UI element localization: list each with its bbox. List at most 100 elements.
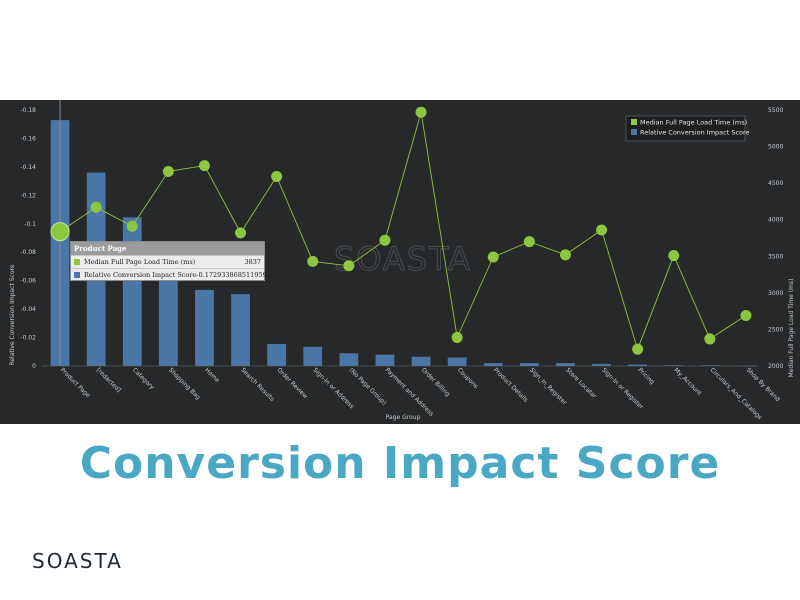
bar[interactable] <box>700 365 720 366</box>
bar[interactable] <box>411 356 431 366</box>
x-tick-label: Product Page <box>59 367 92 400</box>
y-right-tick-label: 5500 <box>768 107 783 114</box>
y-left-tick-label: -0.12 <box>20 192 36 199</box>
tooltip-value-impact-score: -0.17293386851195935 <box>196 271 275 279</box>
data-point[interactable] <box>379 234 391 246</box>
y-axis-left-title: Relative Conversion Impact Score <box>9 264 16 365</box>
tooltip-title: Product Page <box>71 242 264 255</box>
y-left-tick-label: -0.1 <box>24 221 36 228</box>
x-tick-label: Category <box>131 367 156 392</box>
data-point[interactable] <box>90 201 102 213</box>
load-time-series-line <box>59 112 747 351</box>
chart-svg: SOASTA 0 -0.02 -0.04 -0.06 -0.08 -0.1 -0.12 -0.… <box>9 100 795 422</box>
x-tick-label: Order Review <box>275 367 309 401</box>
x-tick-label: Coupons <box>456 367 479 390</box>
x-tick-label: Home <box>203 367 221 385</box>
data-point[interactable] <box>487 251 499 263</box>
bar[interactable] <box>158 277 178 366</box>
y-right-tick-label: 5000 <box>768 144 783 151</box>
x-tick-label: Pricing <box>636 367 655 386</box>
data-point[interactable] <box>523 236 535 248</box>
bar[interactable] <box>592 363 611 366</box>
slide-title: Conversion Impact Score <box>79 438 721 489</box>
bar[interactable] <box>664 365 684 366</box>
x-tick-label: Shopping Bag <box>167 367 202 402</box>
bar[interactable] <box>556 363 575 366</box>
data-point[interactable] <box>307 255 319 267</box>
x-axis-title: Page Group <box>386 414 421 421</box>
bar[interactable] <box>483 363 503 366</box>
legend: Median Full Page Load Time (ms) Relative… <box>625 115 750 142</box>
x-tick-label: Order Billing <box>420 367 451 398</box>
tooltip-swatch-impact-score <box>74 272 80 278</box>
y-right-tick-label: 2500 <box>768 326 783 333</box>
tooltip-swatch-load-time <box>74 259 80 265</box>
legend-box <box>625 115 746 142</box>
data-point[interactable] <box>740 310 752 322</box>
chart-watermark: SOASTA <box>334 240 472 278</box>
data-point[interactable] <box>198 160 210 172</box>
x-tick-label: Search Results <box>239 367 275 403</box>
tooltip: Product Page Median Full Page Load Time … <box>70 241 275 281</box>
y-left-tick-label: 0 <box>32 363 36 370</box>
bar[interactable] <box>122 217 142 366</box>
y-left-tick-label: -0.18 <box>20 107 36 114</box>
y-left-tick-label: -0.04 <box>20 306 36 313</box>
x-tick-label: Store Locator <box>564 367 598 401</box>
bar[interactable] <box>195 289 214 366</box>
y-left-tick-label: -0.14 <box>20 164 36 171</box>
data-point[interactable] <box>559 249 571 261</box>
points-layer <box>50 106 752 355</box>
bar[interactable] <box>375 354 395 366</box>
bar[interactable] <box>628 364 648 366</box>
data-point[interactable] <box>50 222 70 242</box>
x-tick-label: My_Account <box>673 367 704 398</box>
bar[interactable] <box>231 294 250 366</box>
tooltip-label-impact-score: Relative Conversion Impact Score <box>84 271 197 279</box>
y-right-tick-label: 3500 <box>768 253 783 260</box>
legend-swatch-load-time <box>631 119 637 125</box>
x-tick-label: Sign-In or Address <box>312 367 356 411</box>
y-axis-right-title: Median Full Page Load Time (ms) <box>788 279 795 378</box>
legend-label-impact-score[interactable]: Relative Conversion Impact Score <box>640 129 750 137</box>
y-right-tick-label: 3000 <box>768 290 783 297</box>
y-right-tick-label: 4500 <box>768 180 783 187</box>
y-left-tick-label: -0.16 <box>20 135 36 142</box>
bar[interactable] <box>267 343 287 366</box>
y-left-tick-label: -0.06 <box>20 278 36 285</box>
data-point[interactable] <box>162 165 174 177</box>
y-left-tick-label: -0.02 <box>20 335 36 342</box>
data-point[interactable] <box>704 333 716 345</box>
tooltip-label-load-time: Median Full Page Load Time (ms) <box>84 258 196 266</box>
data-point[interactable] <box>632 343 644 355</box>
tooltip-row-load-time: Median Full Page Load Time (ms) 3837 <box>71 255 264 268</box>
bar[interactable] <box>519 363 539 366</box>
x-tick-label: [redacted] <box>95 367 122 394</box>
category-labels: Product Page [redacted] Category Shopping B… <box>59 367 781 422</box>
legend-swatch-impact-score <box>631 129 637 135</box>
data-point[interactable] <box>415 106 427 118</box>
data-point[interactable] <box>451 331 463 343</box>
x-tick-label: (No Page Group) <box>348 367 388 407</box>
left-axis-ticks: 0 -0.02 -0.04 -0.06 -0.08 -0.1 -0.12 -0.14 -0.16… <box>20 107 36 370</box>
bar[interactable] <box>447 357 467 366</box>
data-point[interactable] <box>343 260 355 272</box>
x-tick-label: Shop By Brand <box>745 367 782 404</box>
x-tick-label: Sign_In_Register <box>528 367 568 407</box>
chart-panel: SOASTA 0 -0.02 -0.04 -0.06 -0.08 -0.1 -0.12 -0.… <box>0 100 800 424</box>
data-point[interactable] <box>668 250 680 262</box>
y-left-tick-label: -0.08 <box>20 249 36 256</box>
tooltip-value-load-time: 3837 <box>244 258 261 266</box>
tooltip-row-impact-score: Relative Conversion Impact Score -0.1729… <box>71 268 275 281</box>
y-right-tick-label: 4000 <box>768 217 783 224</box>
legend-label-load-time[interactable]: Median Full Page Load Time (ms) <box>640 119 747 127</box>
data-point[interactable] <box>271 171 283 183</box>
data-point[interactable] <box>235 227 247 239</box>
data-point[interactable] <box>596 224 608 236</box>
y-right-tick-label: 2000 <box>768 363 783 370</box>
bar[interactable] <box>339 353 359 366</box>
soasta-logo: SOASTA <box>32 549 123 573</box>
data-point[interactable] <box>126 220 138 232</box>
right-axis-ticks: 2000 2500 3000 3500 4000 4500 5000 5500 <box>768 107 783 370</box>
bar[interactable] <box>303 346 323 366</box>
